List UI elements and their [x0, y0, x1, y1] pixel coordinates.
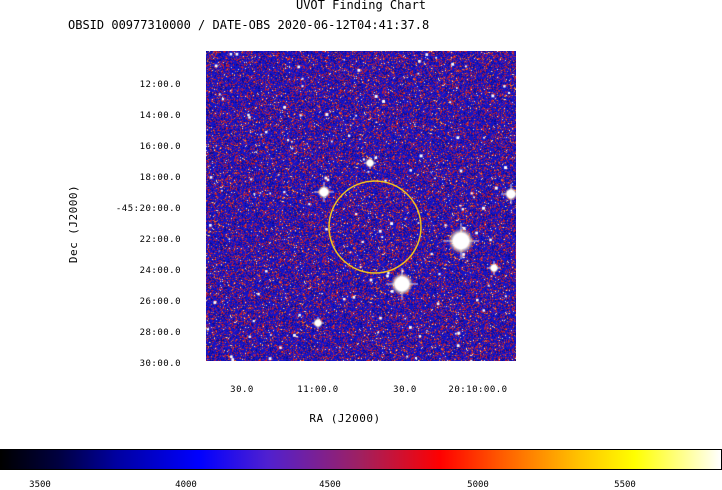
y-tick-label: 28:00.0	[139, 328, 181, 338]
colorbar-tick-label: 4500	[319, 480, 341, 490]
y-tick-label: 14:00.0	[139, 111, 181, 121]
x-tick-label: 30.0	[393, 385, 417, 395]
y-tick-label: 26:00.0	[139, 297, 181, 307]
overlay-layer	[328, 180, 422, 274]
x-tick-label: 20:10:00.0	[448, 385, 508, 395]
colorbar	[0, 449, 722, 470]
y-axis-label: Dec (J2000)	[67, 184, 80, 264]
x-axis-label: RA (J2000)	[309, 412, 381, 425]
observation-subtitle: OBSID 00977310000 / DATE-OBS 2020-06-12T…	[68, 18, 430, 32]
y-tick-label: 16:00.0	[139, 142, 181, 152]
y-tick-label: -45:20:00.0	[115, 204, 181, 214]
sky-image	[206, 51, 516, 361]
y-tick-label: 30:00.0	[139, 359, 181, 369]
y-tick-label: 18:00.0	[139, 173, 181, 183]
source-region-circle	[328, 180, 422, 274]
colorbar-tick-label: 4000	[175, 480, 197, 490]
y-tick-label: 22:00.0	[139, 235, 181, 245]
chart-title: UVOT Finding Chart	[295, 0, 427, 12]
colorbar-tick-label: 3500	[29, 480, 51, 490]
colorbar-gradient	[1, 450, 721, 469]
colorbar-tick-label: 5500	[614, 480, 636, 490]
x-tick-label: 11:00.0	[297, 385, 339, 395]
colorbar-tick-label: 5000	[467, 480, 489, 490]
y-tick-label: 12:00.0	[139, 80, 181, 90]
x-tick-label: 30.0	[230, 385, 254, 395]
sky-image-canvas	[206, 51, 516, 361]
y-tick-label: 24:00.0	[139, 266, 181, 276]
